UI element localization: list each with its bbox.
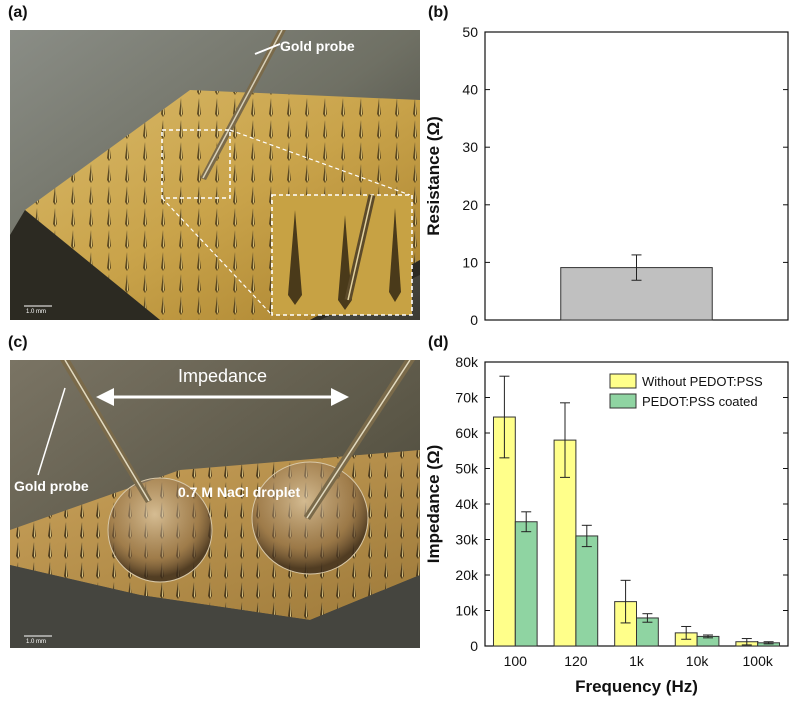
panel-label-b: (b) xyxy=(428,4,449,21)
chart-resistance: 0 10 20 30 40 50 Resistance (Ω) xyxy=(424,22,800,328)
x-tick-label: 1k xyxy=(629,653,645,669)
legend-swatch xyxy=(609,373,637,389)
photo-microneedle-array-probe: Gold probe 1.0 mm xyxy=(10,30,420,320)
y-tick-label: 70k xyxy=(455,390,479,406)
y-tick-label: 50k xyxy=(455,461,479,477)
y-tick-label: 0 xyxy=(470,312,478,328)
scale-bar-label: 1.0 mm xyxy=(26,639,47,645)
y-tick-label: 50 xyxy=(462,24,478,40)
panel-label-c: (c) xyxy=(8,334,28,351)
annotation-impedance: Impedance xyxy=(178,366,268,386)
y-tick-label: 40k xyxy=(455,496,479,512)
y-tick-label: 80k xyxy=(455,354,479,370)
y-tick-label: 40 xyxy=(462,82,478,98)
legend-swatch xyxy=(609,393,637,409)
y-tick-label: 20k xyxy=(455,567,479,583)
y-tick-label: 60k xyxy=(455,425,479,441)
y-tick-label: 30k xyxy=(455,532,479,548)
annotation-gold-probe: Gold probe xyxy=(14,478,89,494)
panel-label-d: (d) xyxy=(428,334,449,351)
y-axis-label: Resistance (Ω) xyxy=(424,116,443,235)
x-tick-label: 10k xyxy=(686,653,710,669)
panel-label-a: (a) xyxy=(8,4,28,21)
x-axis-label: Frequency (Hz) xyxy=(575,677,698,696)
y-tick-label: 10 xyxy=(462,254,478,270)
photo-microneedle-array-probe-image xyxy=(10,30,420,320)
scale-bar-label: 1.0 mm xyxy=(26,309,47,315)
photo-nacl-droplets-image xyxy=(10,360,420,648)
x-tick-label: 100k xyxy=(743,653,774,669)
annotation-nacl-droplet: 0.7 M NaCl droplet xyxy=(178,484,301,500)
x-tick-label: 120 xyxy=(564,653,588,669)
legend-entry: Without PEDOT:PSS xyxy=(642,374,763,389)
chart-resistance-svg: 0 10 20 30 40 50 Resistance (Ω) xyxy=(424,24,789,328)
y-tick-label: 20 xyxy=(462,197,478,213)
photo-nacl-droplets: Impedance Gold probe 0.7 M NaCl droplet … xyxy=(10,360,420,648)
legend-entry: PEDOT:PSS coated xyxy=(642,394,758,409)
y-tick-label: 0 xyxy=(470,638,478,654)
y-axis-label: Impedance (Ω) xyxy=(424,445,443,564)
x-tick-label: 100 xyxy=(504,653,528,669)
bar xyxy=(575,535,599,647)
y-tick-label: 10k xyxy=(455,603,479,619)
y-tick-label: 30 xyxy=(462,139,478,155)
chart-impedance-frequency: 0 10k 20k 30k 40k 50k 60k 70k 80k Impedance (Ω) Fr… xyxy=(424,352,800,707)
chart-impedance-svg: 0 10k 20k 30k 40k 50k 60k 70k 80k Impedance (Ω) Fr… xyxy=(424,354,789,696)
annotation-gold-probe: Gold probe xyxy=(280,38,355,54)
bar xyxy=(514,521,538,647)
